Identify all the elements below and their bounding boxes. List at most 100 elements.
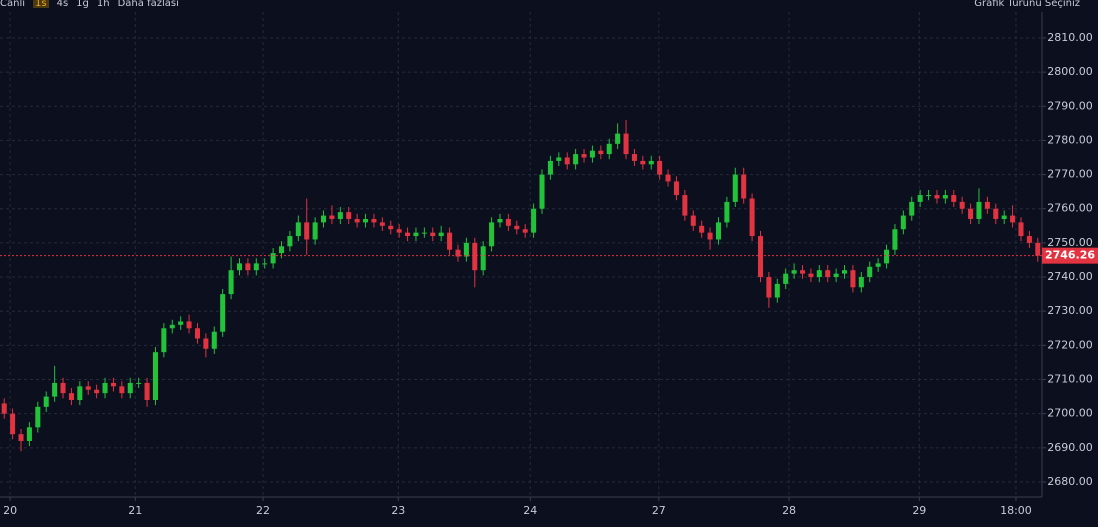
candle-body <box>850 270 856 288</box>
candle-body <box>783 273 789 284</box>
candle-body <box>757 236 764 278</box>
candle-body <box>60 382 66 394</box>
y-tick-label: 2700.00 <box>1047 407 1093 420</box>
candle-body <box>884 249 890 264</box>
candle-body <box>976 201 982 219</box>
candle-body <box>270 253 276 264</box>
x-tick-label: 29 <box>912 504 926 517</box>
candle-body <box>648 160 654 165</box>
candle-body <box>1 403 7 414</box>
candle-body <box>606 143 612 155</box>
toolbar: Canlı 1s 4s 1g 1h Daha fazlası Grafik Türünü … <box>0 0 1098 12</box>
candle-body <box>657 160 663 175</box>
candle-body <box>413 232 419 237</box>
y-tick-label: 2800.00 <box>1047 65 1093 78</box>
y-tick-label: 2750.00 <box>1047 236 1093 249</box>
candle-body <box>211 331 217 349</box>
candle-body <box>951 195 957 202</box>
candle-body <box>295 222 301 237</box>
candle-body <box>825 270 831 278</box>
candle-body <box>615 133 621 144</box>
candle-body <box>564 157 570 165</box>
candle-body <box>253 263 259 271</box>
x-tick-label: 27 <box>652 504 666 517</box>
candle-body <box>396 229 402 233</box>
candle-body <box>690 215 696 226</box>
candle-body <box>842 270 848 274</box>
tab[interactable]: 4s <box>56 0 69 9</box>
candle-body <box>505 218 511 226</box>
tab[interactable]: 1h <box>96 0 110 9</box>
tab[interactable]: 1s <box>33 0 49 9</box>
tab[interactable]: Canlı <box>0 0 26 9</box>
candle-body <box>489 222 495 247</box>
candle-body <box>631 154 637 161</box>
tab[interactable]: 1g <box>76 0 89 9</box>
candle-body <box>942 195 948 199</box>
y-tick-label: 2740.00 <box>1047 270 1093 283</box>
candle-body <box>531 208 537 233</box>
candle-body <box>682 195 688 216</box>
y-tick-label: 2710.00 <box>1047 373 1093 386</box>
candle-body <box>329 215 335 219</box>
chart-type-select[interactable]: Grafik Türünü Seçiniz <box>974 0 1080 9</box>
candle-body <box>169 324 175 329</box>
candle-body <box>673 181 679 196</box>
y-tick-label: 2720.00 <box>1047 338 1093 351</box>
candle-body <box>321 215 327 223</box>
candle-body <box>968 208 974 219</box>
candle-body <box>262 263 268 265</box>
candle-body <box>598 150 604 155</box>
candle-body <box>236 263 243 271</box>
candle-body <box>959 201 965 209</box>
candle-body <box>405 232 411 237</box>
candle-body <box>43 396 49 407</box>
candle-body <box>816 270 822 278</box>
candle-body <box>522 229 528 233</box>
candle-body <box>110 382 116 387</box>
candle-body <box>547 160 553 175</box>
candle-body <box>858 277 864 288</box>
x-tick-label: 24 <box>523 504 537 517</box>
candle-body <box>808 273 814 278</box>
candle-body <box>732 174 738 202</box>
candle-body <box>766 277 772 298</box>
candle-body <box>194 328 200 339</box>
candle-body <box>573 154 579 165</box>
candle-body <box>1001 215 1007 219</box>
y-tick-label: 2780.00 <box>1047 133 1093 146</box>
candle-body <box>144 382 150 400</box>
candle-body <box>640 160 646 165</box>
y-tick-label: 2790.00 <box>1047 99 1093 112</box>
candle-body <box>77 386 83 400</box>
candle-body <box>1010 215 1016 223</box>
candle-body <box>791 270 797 274</box>
candle-body <box>68 393 74 400</box>
candle-body <box>430 232 436 237</box>
candle-body <box>833 273 839 278</box>
x-tick-label: 22 <box>256 504 270 517</box>
candle-body <box>161 328 167 353</box>
candle-body <box>455 249 461 257</box>
x-tick-label: 21 <box>128 504 142 517</box>
candle-body <box>447 232 453 250</box>
candle-body <box>388 225 394 230</box>
candle-body <box>287 236 293 247</box>
candle-body <box>304 222 310 240</box>
candle-body <box>665 174 671 182</box>
candle-body <box>514 225 520 230</box>
x-tick-label: 18:00 <box>1000 504 1032 517</box>
more-menu[interactable]: Daha fazlası <box>117 0 179 9</box>
candle-body <box>228 270 234 295</box>
candle-body <box>1035 242 1041 256</box>
x-tick-label: 23 <box>391 504 405 517</box>
candle-body <box>337 212 343 219</box>
candle-body <box>371 218 377 223</box>
y-tick-label: 2690.00 <box>1047 441 1093 454</box>
candle-body <box>749 198 755 237</box>
candle-body <box>900 215 906 230</box>
candle-body <box>354 218 360 223</box>
candle-body <box>178 321 184 325</box>
